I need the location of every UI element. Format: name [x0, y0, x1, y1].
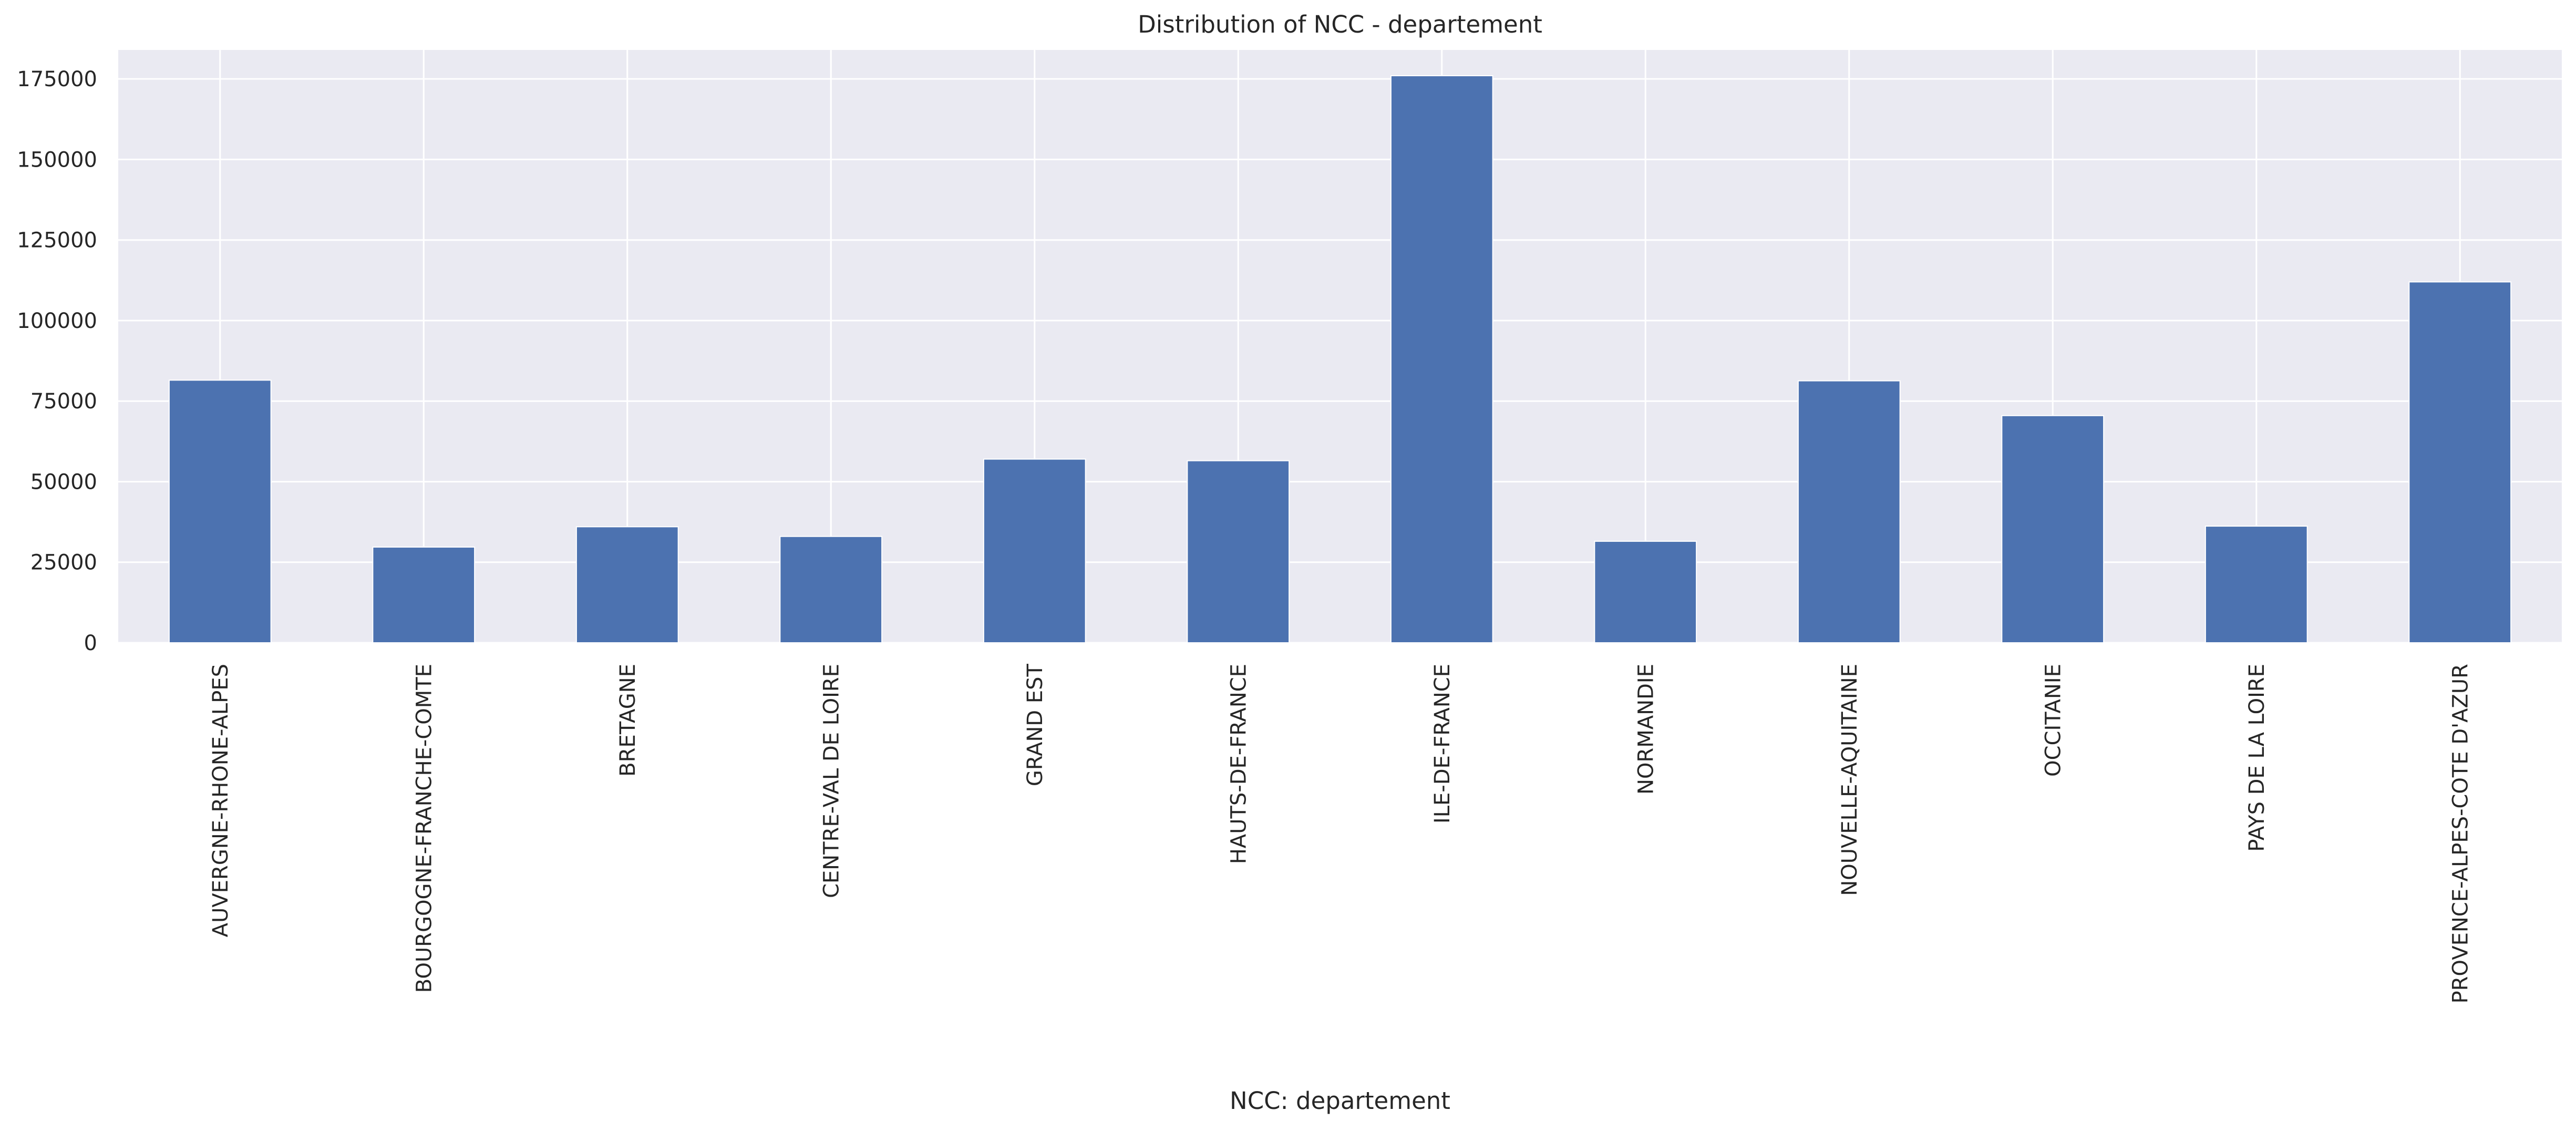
y-tick-label: 150000: [17, 148, 97, 172]
y-tick-label: 125000: [17, 229, 97, 253]
x-tick-label: ILE-DE-FRANCE: [1430, 664, 1455, 824]
bars: [168, 75, 2512, 644]
plot-area: [118, 50, 2562, 643]
y-tick-labels: 0 25000 50000 75000 100000 125000 150000 175000: [17, 67, 97, 655]
x-tick-label: NOUVELLE-AQUITAINE: [1838, 664, 1862, 896]
x-tick-label: BRETAGNE: [616, 664, 640, 777]
chart-title: Distribution of NCC - departement: [1138, 11, 1542, 38]
x-tick-label: PAYS DE LA LOIRE: [2245, 664, 2269, 852]
x-tick-label: AUVERGNE-RHONE-ALPES: [209, 664, 233, 937]
bar: [1187, 460, 1290, 643]
bar: [372, 546, 476, 644]
y-tick-label: 50000: [30, 470, 97, 494]
bar: [2001, 415, 2105, 643]
x-tick-labels: AUVERGNE-RHONE-ALPES BOURGOGNE-FRANCHE-CO…: [209, 663, 2473, 1003]
x-tick-label: HAUTS-DE-FRANCE: [1227, 664, 1251, 864]
x-tick-label: NORMANDIE: [1634, 664, 1658, 795]
y-tick-label: 100000: [17, 309, 97, 333]
bar: [779, 536, 883, 644]
y-tick-label: 75000: [30, 389, 97, 414]
x-tick-label: PROVENCE-ALPES-COTE D'AZUR: [2448, 664, 2472, 1003]
bar: [2204, 526, 2308, 643]
bar: [2408, 281, 2512, 643]
bar: [983, 458, 1086, 644]
bar: [1390, 75, 1493, 644]
x-tick-label: CENTRE-VAL DE LOIRE: [819, 664, 843, 898]
x-tick-label: GRAND EST: [1023, 663, 1047, 786]
x-tick-label: BOURGOGNE-FRANCHE-COMTE: [412, 664, 436, 993]
y-tick-label: 25000: [30, 551, 97, 575]
bar: [1594, 540, 1697, 644]
x-axis-label: NCC: departement: [1230, 1087, 1450, 1115]
y-tick-label: 0: [84, 631, 97, 655]
bar: [575, 526, 679, 643]
y-tick-label: 175000: [17, 67, 97, 91]
bar: [168, 379, 272, 643]
bar: [1797, 380, 1901, 643]
x-tick-label: OCCITANIE: [2041, 664, 2065, 777]
